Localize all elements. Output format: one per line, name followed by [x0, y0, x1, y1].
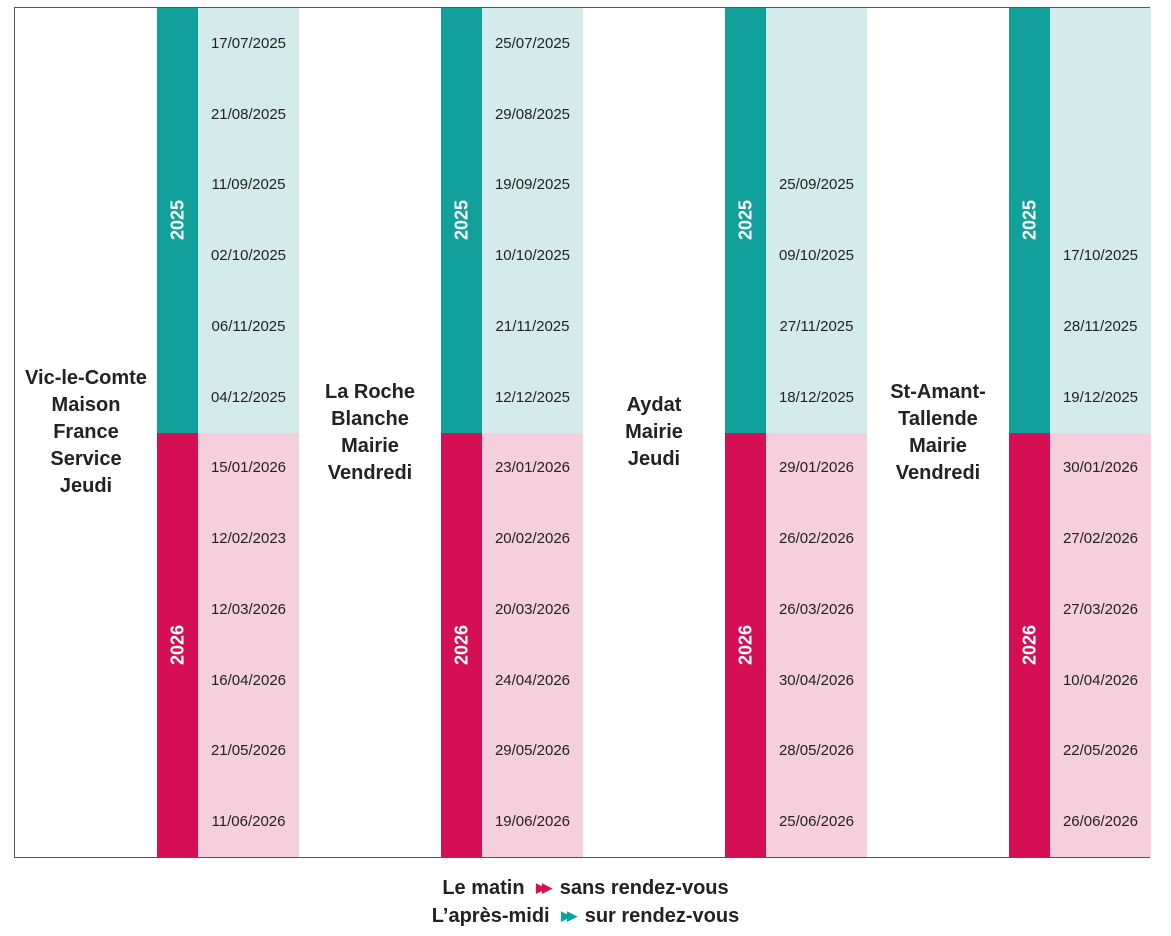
date-cell: 22/05/2026 — [1062, 742, 1139, 760]
date-cell: 24/04/2026 — [494, 671, 571, 689]
dates-2025: 25/09/2025 09/10/2025 27/11/2025 18/12/2025 — [766, 8, 867, 433]
date-cell: 28/05/2026 — [778, 742, 855, 760]
venue-name: Vic-le-Comte Maison France Service Jeudi — [25, 367, 147, 497]
morning-text: sans rendez-vous — [559, 877, 729, 899]
date-cell — [1050, 79, 1151, 150]
date-cell: 20/03/2026 — [494, 600, 571, 618]
date-cell: 30/01/2026 — [1062, 459, 1139, 477]
date-cell: 12/12/2025 — [494, 388, 571, 406]
venue-group: La Roche Blanche Mairie Vendredi 2025 2026… — [299, 8, 583, 857]
date-cell: 19/06/2026 — [494, 813, 571, 831]
year-column: 2025 2026 — [441, 8, 482, 857]
legend-morning: Le matin ▶▶ sans rendez-vous — [0, 874, 1171, 902]
year-bar-2025: 2025 — [725, 8, 766, 433]
date-cell: 06/11/2025 — [211, 317, 286, 335]
year-column: 2025 2026 — [157, 8, 198, 857]
date-cell: 25/07/2025 — [494, 34, 571, 52]
date-cell: 21/08/2025 — [210, 105, 287, 123]
date-cell: 17/07/2025 — [210, 34, 287, 52]
date-cell: 12/03/2026 — [210, 600, 287, 618]
date-cell: 19/09/2025 — [494, 176, 571, 194]
date-cell: 18/12/2025 — [778, 388, 855, 406]
legend: Le matin ▶▶ sans rendez-vous L’après-mid… — [0, 874, 1171, 930]
date-cell — [766, 8, 867, 79]
venue-group: St-Amant- Tallende Mairie Vendredi 2025 20… — [867, 8, 1151, 857]
date-cell: 20/02/2026 — [494, 530, 571, 548]
year-label: 2026 — [451, 624, 471, 665]
double-arrow-right-icon: ▶▶ — [561, 908, 577, 923]
date-cell: 29/01/2026 — [778, 459, 855, 477]
schedule-table: Vic-le-Comte Maison France Service Jeudi… — [14, 7, 1151, 858]
dates-column: 17/07/2025 21/08/2025 11/09/2025 02/10/2025… — [198, 8, 299, 857]
year-bar-2026: 2026 — [725, 432, 766, 857]
date-cell: 25/09/2025 — [778, 176, 855, 194]
morning-label: Le matin — [442, 877, 525, 899]
venue-name: St-Amant- Tallende Mairie Vendredi — [890, 380, 986, 484]
year-bar-2025: 2025 — [157, 8, 198, 433]
year-label: 2025 — [1019, 200, 1039, 241]
year-label: 2025 — [167, 200, 187, 241]
year-label: 2026 — [735, 624, 755, 665]
legend-afternoon: L’après-midi ▶▶ sur rendez-vous — [0, 902, 1171, 930]
venue-name: Aydat Mairie Jeudi — [625, 394, 683, 470]
date-cell: 09/10/2025 — [778, 247, 855, 265]
date-cell — [1050, 8, 1151, 79]
date-cell: 17/10/2025 — [1062, 247, 1139, 265]
dates-column: 25/07/2025 29/08/2025 19/09/2025 10/10/2025… — [482, 8, 583, 857]
date-cell: 21/05/2026 — [210, 742, 287, 760]
year-bar-2025: 2025 — [1009, 8, 1050, 433]
year-column: 2025 2026 — [725, 8, 766, 857]
year-bar-2025: 2025 — [441, 8, 482, 433]
venue-group: Aydat Mairie Jeudi 2025 2026 25/09/2025 09/1… — [583, 8, 867, 857]
dates-2025: 17/07/2025 21/08/2025 11/09/2025 02/10/2025… — [198, 8, 299, 433]
year-bar-2026: 2026 — [1009, 432, 1050, 857]
dates-2026: 23/01/2026 20/02/2026 20/03/2026 24/04/2026… — [482, 432, 583, 857]
venue-group: Vic-le-Comte Maison France Service Jeudi… — [15, 8, 299, 857]
date-cell: 27/02/2026 — [1062, 530, 1139, 548]
date-cell: 15/01/2026 — [210, 459, 287, 477]
date-cell: 19/12/2025 — [1062, 388, 1139, 406]
date-cell: 27/03/2026 — [1062, 600, 1139, 618]
date-cell: 02/10/2025 — [210, 247, 287, 265]
date-cell: 21/11/2025 — [495, 317, 570, 335]
double-arrow-right-icon: ▶▶ — [536, 880, 552, 895]
date-cell: 25/06/2026 — [778, 813, 855, 831]
date-cell: 30/04/2026 — [778, 671, 855, 689]
year-label: 2025 — [451, 200, 471, 241]
date-cell: 16/04/2026 — [210, 671, 287, 689]
dates-2025: 25/07/2025 29/08/2025 19/09/2025 10/10/2025… — [482, 8, 583, 433]
date-cell: 29/05/2026 — [494, 742, 571, 760]
date-cell: 27/11/2025 — [779, 317, 854, 335]
date-cell: 11/06/2026 — [211, 813, 286, 831]
afternoon-text: sur rendez-vous — [584, 905, 740, 927]
date-cell: 29/08/2025 — [494, 105, 571, 123]
dates-2026: 15/01/2026 12/02/2023 12/03/2026 16/04/2026… — [198, 432, 299, 857]
date-cell: 10/10/2025 — [494, 247, 571, 265]
date-cell: 26/03/2026 — [778, 600, 855, 618]
date-cell: 10/04/2026 — [1062, 671, 1139, 689]
year-column: 2025 2026 — [1009, 8, 1050, 857]
date-cell: 28/11/2025 — [1063, 317, 1138, 335]
date-cell: 12/02/2023 — [210, 530, 287, 548]
date-cell: 23/01/2026 — [494, 459, 571, 477]
year-label: 2026 — [1019, 624, 1039, 665]
date-cell: 26/02/2026 — [778, 530, 855, 548]
date-cell — [1050, 150, 1151, 221]
date-cell — [766, 79, 867, 150]
venue-name: La Roche Blanche Mairie Vendredi — [324, 380, 416, 484]
date-cell: 11/09/2025 — [211, 176, 286, 194]
afternoon-label: L’après-midi — [431, 905, 550, 927]
year-label: 2025 — [735, 200, 755, 241]
date-cell: 04/12/2025 — [210, 388, 287, 406]
year-label: 2026 — [167, 624, 187, 665]
dates-2026: 29/01/2026 26/02/2026 26/03/2026 30/04/2026… — [766, 432, 867, 857]
dates-column: 17/10/2025 28/11/2025 19/12/2025 30/01/2026… — [1050, 8, 1151, 857]
dates-2026: 30/01/2026 27/02/2026 27/03/2026 10/04/2026… — [1050, 432, 1151, 857]
year-bar-2026: 2026 — [441, 432, 482, 857]
date-cell: 26/06/2026 — [1062, 813, 1139, 831]
dates-column: 25/09/2025 09/10/2025 27/11/2025 18/12/2025… — [766, 8, 867, 857]
dates-2025: 17/10/2025 28/11/2025 19/12/2025 — [1050, 8, 1151, 433]
year-bar-2026: 2026 — [157, 432, 198, 857]
